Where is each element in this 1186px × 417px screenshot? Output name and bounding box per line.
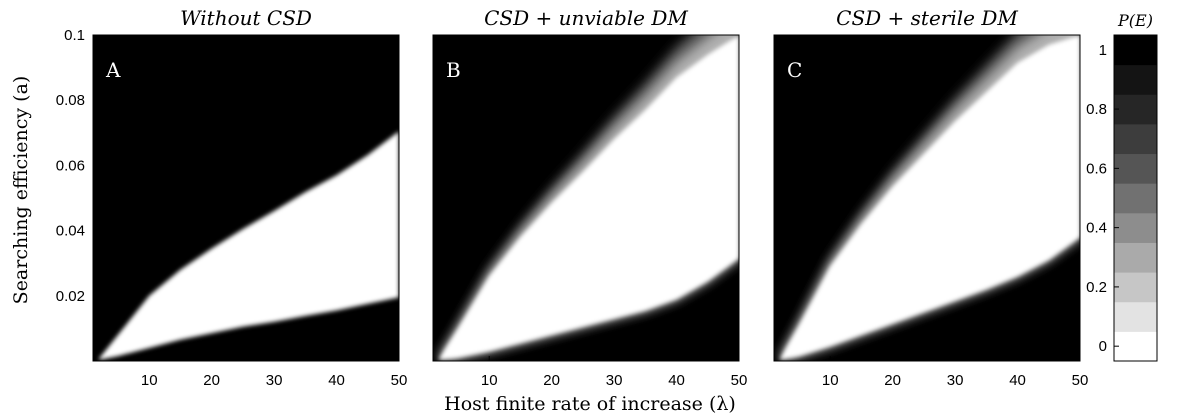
panel-A: Without CSD A 10 20 30 40 50 0.02 0.04 0.06 0.08 0.… xyxy=(56,6,408,389)
colorbar-level xyxy=(1114,301,1157,332)
coexistence-region xyxy=(99,131,399,360)
y-tick-label: 0.08 xyxy=(56,92,85,109)
coexistence-region xyxy=(439,35,739,360)
x-tick-label: 40 xyxy=(668,372,685,389)
panel-title: CSD + unviable DM xyxy=(484,6,688,30)
x-tick-label: 20 xyxy=(884,372,901,389)
x-tick-label: 50 xyxy=(391,372,408,389)
panel-C: CSD + sterile DM C 10 20 30 40 50 xyxy=(773,6,1089,389)
x-tick-label: 50 xyxy=(731,372,748,389)
colorbar-level xyxy=(1114,183,1157,214)
x-tick-label: 50 xyxy=(1072,372,1089,389)
x-tick-label: 30 xyxy=(606,372,623,389)
x-tick-label: 40 xyxy=(328,372,345,389)
colorbar-tick-label: 0 xyxy=(1099,338,1107,355)
colorbar-level xyxy=(1114,212,1157,243)
y-tick-label: 0.06 xyxy=(56,157,85,174)
x-tick-label: 30 xyxy=(266,372,283,389)
plot-frame xyxy=(92,34,400,362)
y-tick-label: 0.04 xyxy=(56,223,85,240)
y-tick-label: 0.02 xyxy=(56,288,85,305)
panel-title: CSD + sterile DM xyxy=(836,6,1018,30)
colorbar-title: P(E) xyxy=(1117,11,1153,30)
y-tick-label: 0.1 xyxy=(64,27,85,44)
x-tick-label: 20 xyxy=(203,372,220,389)
colorbar-level xyxy=(1114,123,1157,155)
x-tick-label: 30 xyxy=(947,372,964,389)
colorbar-level xyxy=(1114,272,1157,303)
colorbar-tick-label: 0.8 xyxy=(1086,101,1107,118)
colorbar-level xyxy=(1114,35,1157,66)
colorbar-tick-label: 1 xyxy=(1099,42,1107,59)
colorbar-tick-label: 0.4 xyxy=(1086,220,1107,237)
colorbar-tick-label: 0.6 xyxy=(1086,160,1107,177)
y-axis-label: Searching efficiency (a) xyxy=(10,76,32,305)
x-tick-label: 10 xyxy=(141,372,158,389)
colorbar-frame xyxy=(1113,34,1158,362)
x-tick-label: 40 xyxy=(1009,372,1026,389)
plot-frame xyxy=(432,34,740,362)
panel-label: C xyxy=(787,58,802,82)
x-axis-label: Host finite rate of increase (λ) xyxy=(444,393,736,415)
colorbar-level xyxy=(1114,64,1157,95)
colorbar-level xyxy=(1114,153,1157,184)
plot-frame xyxy=(773,34,1081,362)
panel-B: CSD + unviable DM B 10 20 30 40 50 xyxy=(432,6,748,389)
coexistence-region xyxy=(780,35,1080,360)
x-tick-label: 20 xyxy=(543,372,560,389)
panel-title: Without CSD xyxy=(180,6,312,30)
panel-label: B xyxy=(446,58,461,82)
colorbar-level xyxy=(1114,242,1157,273)
colorbar-tick-label: 0.2 xyxy=(1086,279,1107,296)
colorbar-level xyxy=(1114,94,1157,125)
x-tick-label: 10 xyxy=(481,372,498,389)
x-tick-label: 10 xyxy=(822,372,839,389)
panel-label: A xyxy=(105,58,121,82)
colorbar-level xyxy=(1114,331,1157,362)
